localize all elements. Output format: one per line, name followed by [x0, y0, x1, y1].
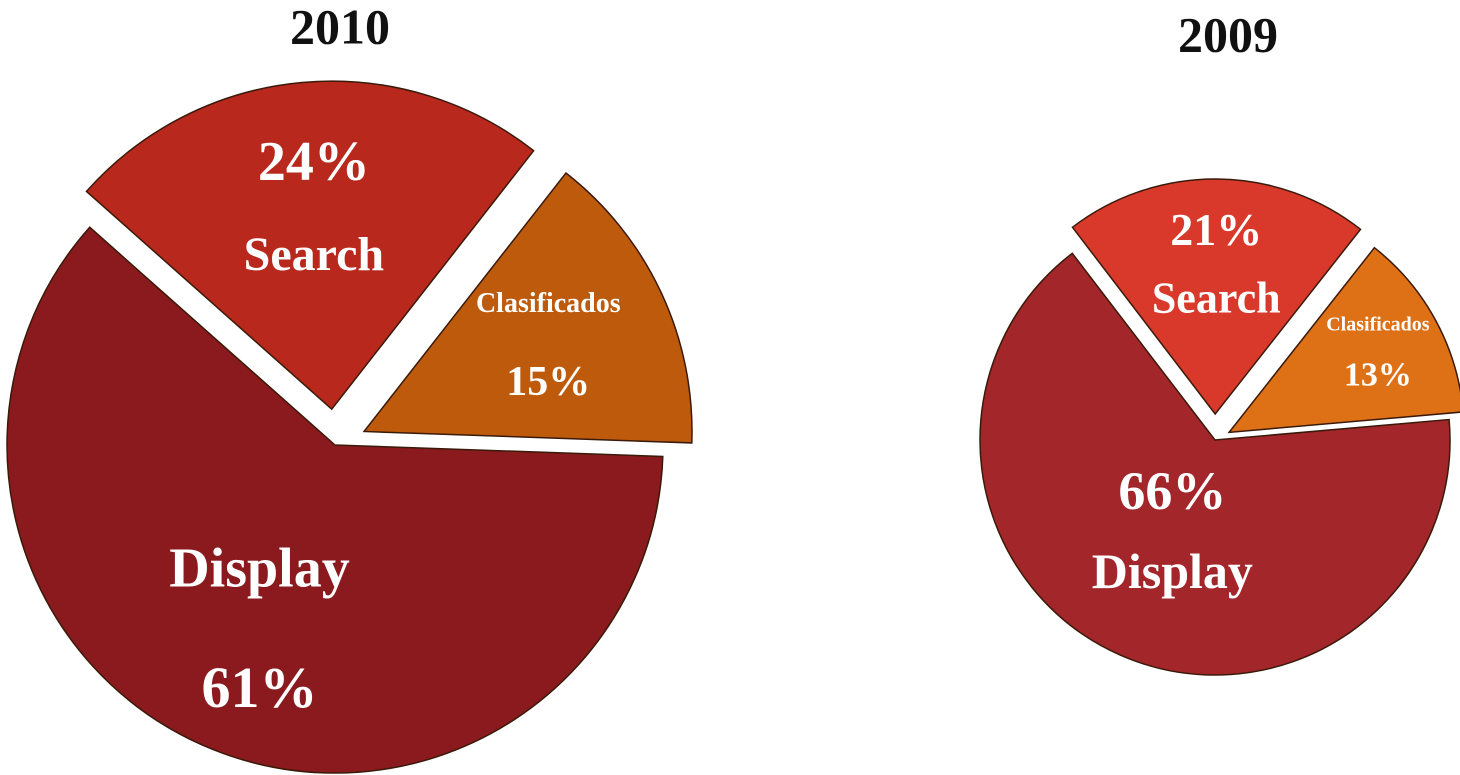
chart-title: 2009 — [1178, 6, 1278, 62]
slice-value: 24% — [258, 131, 370, 193]
slice-value: 13% — [1344, 357, 1412, 394]
pie-slice — [85, 80, 535, 411]
slice-value: 21% — [1170, 204, 1262, 255]
slice-name: Search — [1152, 273, 1281, 322]
slice-name: Display — [1092, 543, 1253, 599]
pie-slice — [362, 171, 693, 444]
pie-slice — [979, 252, 1451, 676]
pie-slice — [1227, 246, 1460, 434]
chart-title: 2010 — [290, 0, 390, 54]
slice-value: 15% — [506, 359, 590, 405]
slice-name: Clasificados — [476, 288, 621, 319]
slice-name: Search — [244, 228, 384, 281]
pie-slice — [1071, 178, 1362, 416]
slice-name: Display — [169, 538, 350, 600]
slice-value: 66% — [1118, 461, 1226, 521]
slice-value: 61% — [201, 655, 317, 720]
slice-name: Clasificados — [1326, 314, 1430, 336]
pie-slice — [6, 226, 664, 774]
